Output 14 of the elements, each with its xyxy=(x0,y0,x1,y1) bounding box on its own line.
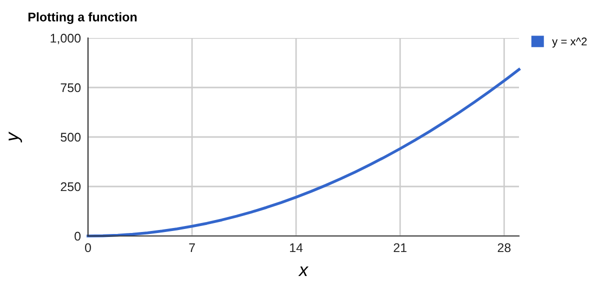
legend-label: y = x^2 xyxy=(552,38,587,48)
x-axis-title: x xyxy=(298,266,309,276)
y-tick-label: 250 xyxy=(60,182,81,192)
chart-title: Plotting a function xyxy=(28,12,137,24)
y-tick-label: 500 xyxy=(60,132,81,142)
y-tick-label: 0 xyxy=(74,232,81,241)
x-tick-label: 21 xyxy=(394,243,406,252)
y-axis-title: y xyxy=(8,132,22,143)
y-tick-label: 750 xyxy=(60,83,81,92)
x-tick-label: 28 xyxy=(498,243,511,252)
x-tick-label: 0 xyxy=(85,243,91,252)
x-tick-label: 7 xyxy=(189,243,195,252)
y-tick-label: 1,000 xyxy=(50,34,81,44)
x-tick-label: 14 xyxy=(290,243,303,252)
